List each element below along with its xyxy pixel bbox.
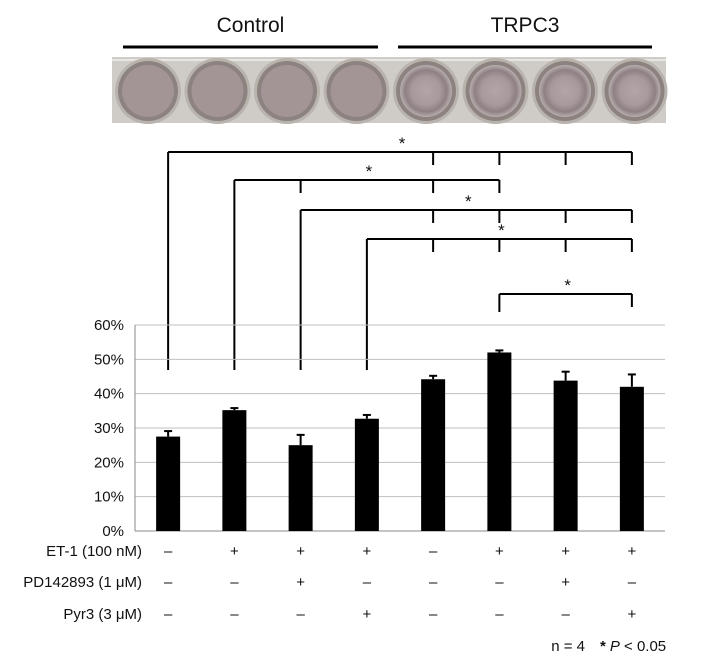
error-bars — [164, 349, 636, 446]
y-tick-label: 50% — [94, 351, 124, 368]
well — [330, 65, 383, 117]
group-label: TRPC3 — [491, 14, 560, 37]
condition-symbol: + — [230, 543, 239, 560]
bar — [487, 352, 512, 531]
well — [191, 65, 244, 117]
condition-symbol: – — [164, 606, 173, 623]
condition-symbol: – — [429, 606, 438, 623]
significance-bracket: * — [299, 192, 633, 370]
well — [261, 65, 313, 117]
condition-symbol: + — [561, 574, 570, 591]
y-tick-labels: 0% 10% 20% 30% 40% 50% 60% — [94, 317, 124, 540]
y-tick-label: 40% — [94, 386, 124, 403]
bar — [553, 380, 578, 531]
well — [122, 65, 174, 117]
condition-symbol: + — [296, 543, 305, 560]
group-headers: Control TRPC3 — [123, 14, 652, 49]
condition-symbol: – — [230, 574, 239, 591]
condition-symbol: + — [362, 606, 371, 623]
y-gridlines — [135, 324, 665, 498]
well — [608, 65, 661, 117]
condition-symbol: – — [429, 574, 438, 591]
y-tick-label: 60% — [94, 317, 124, 334]
well — [539, 65, 591, 117]
significance-star: * — [465, 192, 472, 211]
y-tick-label: 10% — [94, 489, 124, 506]
condition-symbol: – — [230, 606, 239, 623]
footnote-star: * — [600, 638, 606, 655]
condition-symbol: – — [628, 574, 637, 591]
y-tick-label: 20% — [94, 454, 124, 471]
condition-symbol: – — [495, 574, 504, 591]
significance-star: * — [366, 162, 373, 181]
bar — [156, 436, 181, 531]
footnote-n: n = 4 — [551, 638, 585, 655]
significance-bracket: * — [365, 221, 633, 370]
significance-bracket: * — [498, 276, 633, 312]
footnote-p-letter: P — [610, 638, 620, 655]
condition-symbol: + — [627, 606, 636, 623]
condition-label: PD142893 (1 μM) — [23, 574, 142, 591]
bar — [619, 386, 644, 531]
significance-star: * — [564, 276, 571, 295]
condition-symbol: – — [164, 574, 173, 591]
significance-bracket: * — [233, 162, 501, 370]
plate-photo — [112, 57, 668, 124]
significance-bracket: * — [167, 134, 633, 370]
bar-series — [156, 352, 644, 531]
condition-symbol: + — [296, 574, 305, 591]
footnote-p-rest: < 0.05 — [620, 638, 666, 655]
condition-symbol: – — [495, 606, 504, 623]
significance-star: * — [399, 134, 406, 153]
condition-symbol: – — [429, 543, 438, 560]
bar — [421, 379, 446, 531]
condition-symbol: – — [164, 543, 173, 560]
condition-symbol: – — [363, 574, 372, 591]
condition-symbol: + — [561, 543, 570, 560]
condition-symbol: + — [495, 543, 504, 560]
significance-star: * — [498, 221, 505, 240]
bar — [222, 410, 247, 531]
footnote: n = 4 * P < 0.05 — [551, 638, 666, 655]
condition-symbol: + — [362, 543, 371, 560]
condition-label: ET-1 (100 nM) — [46, 543, 142, 560]
significance-brackets: * * * * * — [167, 134, 633, 370]
condition-symbol: + — [627, 543, 636, 560]
condition-label: Pyr3 (3 μM) — [63, 606, 142, 623]
well — [400, 65, 452, 117]
bar — [354, 418, 379, 531]
condition-symbol: – — [561, 606, 570, 623]
well — [469, 65, 522, 117]
condition-table: ET-1 (100 nM) – + + + – + + + PD142893 (1 μM) – – + –… — [23, 543, 636, 623]
group-label: Control — [217, 14, 285, 37]
y-tick-label: 0% — [102, 523, 124, 540]
footnote-p: * P < 0.05 — [600, 638, 666, 655]
y-tick-label: 30% — [94, 420, 124, 437]
bar — [288, 445, 313, 531]
condition-symbol: – — [296, 606, 305, 623]
